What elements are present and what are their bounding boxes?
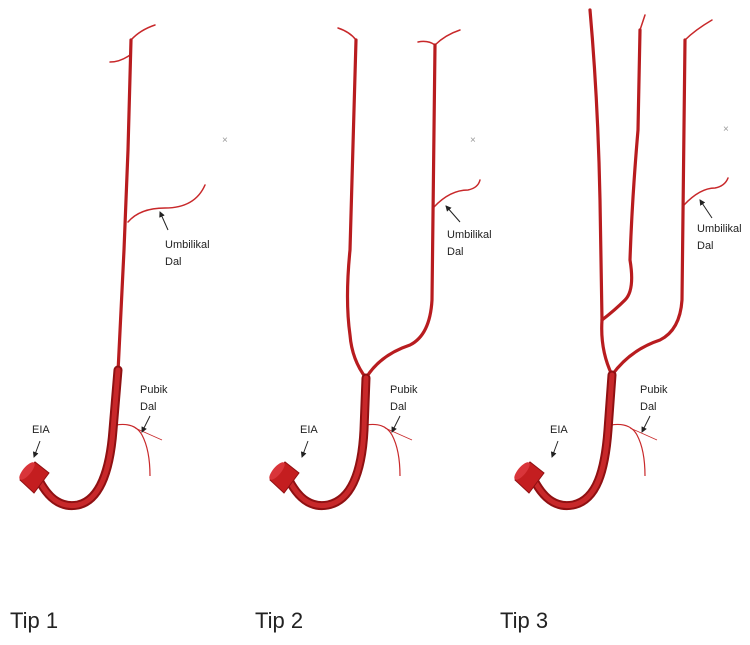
vessel-trunk	[602, 30, 640, 320]
panel-title: Tip 2	[255, 608, 303, 633]
eia-arrow	[552, 441, 558, 457]
vessel-branch	[338, 28, 356, 40]
vessel-branch	[684, 178, 728, 205]
umbilical-label: Dal	[165, 256, 182, 268]
vessel-branch	[418, 41, 435, 45]
umbilical-label: Umbilikal	[447, 229, 492, 241]
vessel-branch	[128, 185, 205, 222]
pubic-branch	[385, 428, 412, 440]
pubic-label: Dal	[390, 401, 407, 413]
pubic-label: Pubik	[140, 384, 168, 396]
eia-arrow	[302, 441, 308, 457]
umbilical-arrow	[700, 200, 712, 218]
vessel-main-highlight	[40, 370, 118, 506]
vessel-trunk	[348, 40, 367, 378]
pubic-branch	[135, 428, 162, 440]
marker: ×	[723, 124, 729, 135]
vessel-main	[535, 375, 612, 506]
vessel-branch	[435, 30, 460, 45]
eia-label: EIA	[32, 424, 50, 436]
vessel-branch	[685, 20, 712, 40]
eia-label: EIA	[300, 424, 318, 436]
diagram: Umbilikal Pubik Dal Dal EIA × Tip 1 Umbilikal Pu…	[0, 0, 750, 645]
eia-arrow	[34, 441, 40, 457]
umbilical-label: Umbilikal	[165, 239, 210, 251]
marker: ×	[222, 135, 228, 146]
vessel-trunk	[366, 45, 435, 378]
panel: Umbilikal Pubik Dal Dal EIA × Tip 2	[255, 28, 492, 633]
umbilical-arrow	[160, 212, 168, 230]
pubic-arrow	[142, 416, 150, 432]
pubic-label: Pubik	[390, 384, 418, 396]
vessel-trunk	[612, 40, 685, 375]
panel-title: Tip 3	[500, 608, 548, 633]
vessel-branch	[110, 55, 130, 62]
vessel-trunk	[118, 40, 131, 372]
vessel-branch	[640, 15, 645, 30]
pubic-label: Dal	[140, 401, 157, 413]
vessel-main	[290, 378, 366, 506]
vessel-branch	[131, 25, 155, 40]
panel: Umbilikal Pubik Dal Dal EIA × Tip 1	[10, 25, 228, 633]
umbilical-label: Umbilikal	[697, 223, 742, 235]
umbilical-label: Dal	[447, 246, 464, 258]
pubic-label: Dal	[640, 401, 657, 413]
eia-label: EIA	[550, 424, 568, 436]
umbilical-label: Dal	[697, 240, 714, 252]
umbilical-arrow	[446, 206, 460, 222]
pubic-arrow	[642, 416, 650, 432]
vessel-main	[40, 370, 118, 506]
pubic-label: Pubik	[640, 384, 668, 396]
pubic-arrow	[392, 416, 400, 432]
panel-title: Tip 1	[10, 608, 58, 633]
panel: Umbilikal Pubik Dal Dal EIA × Tip 3	[500, 10, 742, 633]
marker: ×	[470, 135, 476, 146]
vessel-branch	[434, 180, 480, 207]
